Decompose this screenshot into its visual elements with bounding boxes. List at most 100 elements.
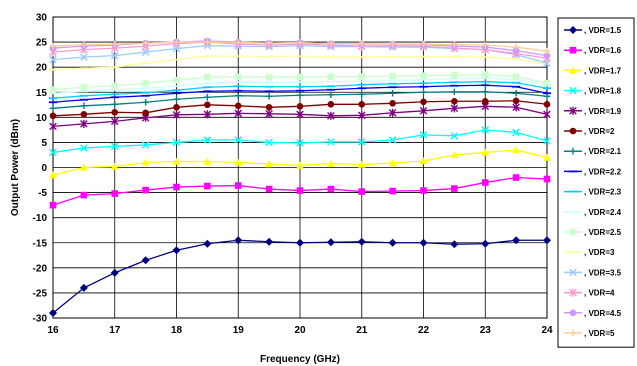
data-point (481, 71, 489, 78)
data-point (543, 52, 551, 59)
data-point (543, 110, 551, 119)
legend-marker (569, 147, 577, 155)
legend-marker (569, 127, 577, 135)
data-point (357, 237, 366, 246)
data-point (512, 174, 520, 181)
data-point (172, 246, 181, 255)
series-10 (49, 71, 551, 94)
y-tick-label: 5 (41, 138, 47, 149)
data-point (111, 100, 119, 108)
data-point (265, 39, 273, 47)
data-point (80, 191, 88, 199)
data-point (234, 102, 242, 110)
data-point (389, 99, 396, 107)
x-tick-label: 20 (294, 325, 306, 336)
data-point (481, 41, 489, 49)
data-point (388, 159, 397, 167)
data-point (327, 111, 335, 120)
y-axis-title: Output Power (dBm) (10, 119, 21, 216)
legend-entry: , VDR=2.2 (564, 167, 622, 176)
legend-label: , VDR=2.5 (584, 228, 622, 237)
data-point (49, 308, 57, 317)
data-point (358, 40, 366, 47)
data-point (49, 42, 57, 50)
data-point (265, 237, 274, 246)
data-point (326, 159, 335, 167)
x-tick-label: 17 (109, 325, 121, 336)
legend-entry: , VDR=4 (564, 288, 615, 298)
data-point (543, 47, 551, 55)
y-tick-label: 25 (36, 38, 48, 49)
data-point (265, 160, 274, 168)
data-point (79, 283, 88, 292)
data-point (357, 111, 366, 120)
data-point (420, 72, 427, 79)
data-point (420, 98, 427, 106)
series-5 (49, 97, 551, 120)
data-point (512, 103, 520, 112)
data-point (234, 109, 243, 118)
data-point (296, 238, 304, 247)
legend-marker (569, 329, 577, 337)
data-point (543, 153, 551, 161)
legend-entry: , VDR=2.5 (564, 228, 622, 237)
y-tick-label: 10 (36, 113, 48, 124)
series-3 (49, 126, 551, 157)
legend-label: , VDR=1.8 (584, 87, 622, 96)
data-point (512, 97, 520, 105)
data-point (173, 76, 180, 84)
legend-entry: , VDR=4.5 (564, 309, 622, 318)
legend-label: , VDR=2 (584, 127, 615, 136)
legend-label: , VDR=3.5 (584, 268, 622, 277)
data-point (296, 110, 304, 119)
x-ticks: 16 17 18 19 20 21 22 23 24 (47, 325, 553, 336)
data-point (173, 183, 180, 191)
data-point (173, 104, 180, 111)
legend-label: , VDR=1.7 (584, 66, 622, 75)
data-point (265, 73, 273, 81)
data-point (172, 138, 181, 147)
data-point (80, 119, 88, 128)
data-point (512, 43, 520, 51)
x-tick-label: 16 (47, 325, 59, 336)
data-point (451, 185, 458, 192)
x-tick-label: 19 (233, 325, 245, 336)
data-point (265, 104, 273, 111)
data-point (142, 98, 149, 106)
legend-label: , VDR=1.9 (584, 107, 622, 116)
data-point (389, 40, 396, 48)
y-ticks: 30 25 20 15 10 5 0 -5 -10 -15 -20 -25 -30 (33, 13, 48, 325)
data-point (111, 109, 119, 116)
data-point (234, 73, 242, 81)
data-point (388, 108, 397, 117)
series-0 (49, 236, 551, 317)
legend-marker (569, 309, 577, 317)
data-point (172, 157, 181, 165)
data-point (265, 138, 273, 147)
legend-label: , VDR=2.2 (584, 167, 622, 176)
data-point (234, 39, 242, 46)
data-point (110, 142, 119, 151)
data-point (358, 73, 366, 80)
data-point (141, 48, 150, 56)
legend-entry: , VDR=1.7 (564, 66, 622, 75)
data-point (204, 93, 211, 101)
series-layer (48, 37, 552, 317)
legend: , VDR=1.5 , VDR=1.6 , VDR=1.7 , VDR=1.8 , VD… (564, 26, 622, 338)
data-point (265, 92, 273, 100)
data-point (296, 73, 304, 81)
legend-entry: , VDR=2.1 (564, 147, 622, 156)
data-point (543, 236, 551, 245)
data-point (481, 88, 489, 96)
data-point (80, 53, 88, 61)
data-point (389, 187, 396, 195)
legend-label: , VDR=4 (584, 289, 615, 298)
x-tick-label: 24 (541, 325, 553, 336)
data-point (142, 79, 149, 87)
data-point (110, 117, 119, 126)
data-point (327, 185, 335, 193)
data-point (481, 97, 489, 105)
data-point (357, 160, 366, 168)
data-point (110, 162, 119, 170)
